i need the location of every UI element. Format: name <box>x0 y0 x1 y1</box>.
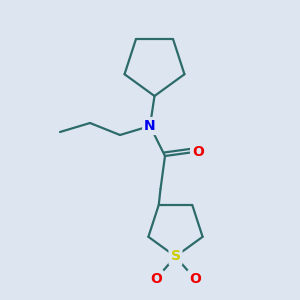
Text: O: O <box>189 272 201 286</box>
Text: N: N <box>144 119 156 133</box>
Text: O: O <box>192 145 204 158</box>
Text: S: S <box>170 250 181 263</box>
Text: O: O <box>150 272 162 286</box>
